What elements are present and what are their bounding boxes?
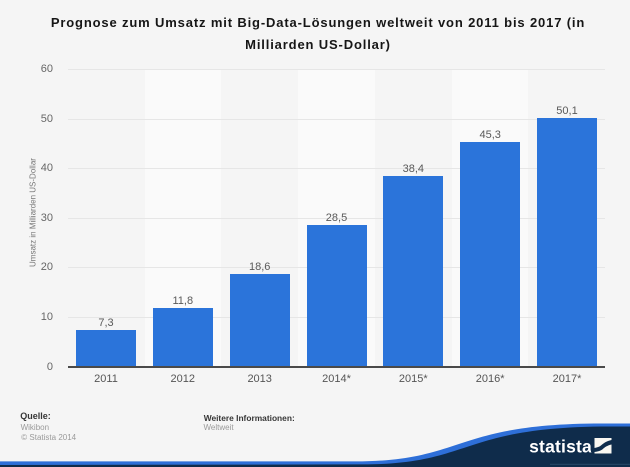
svg-text:statista: statista <box>529 437 592 457</box>
